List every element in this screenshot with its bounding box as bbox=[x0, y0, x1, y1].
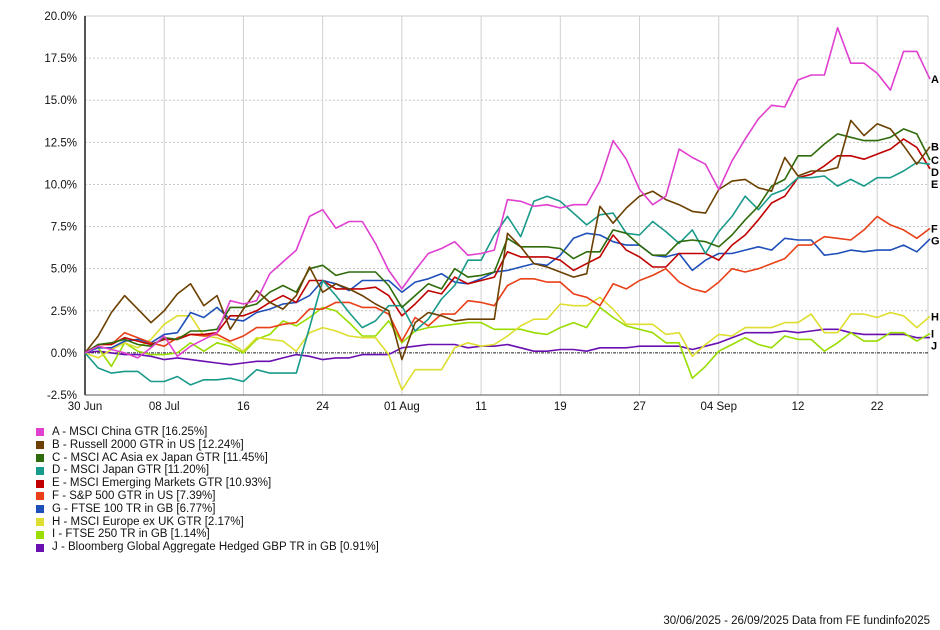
legend-item: H - MSCI Europe ex UK GTR [2.17%] bbox=[36, 516, 379, 529]
legend: A - MSCI China GTR [16.25%] B - Russell … bbox=[36, 426, 379, 554]
legend-swatch bbox=[36, 479, 44, 488]
legend-item: G - FTSE 100 TR in GB [6.77%] bbox=[36, 503, 379, 516]
series-line-i bbox=[84, 306, 931, 380]
y-tick-label: 5.0% bbox=[51, 264, 77, 276]
x-tick-label: 27 bbox=[633, 401, 646, 413]
series-line-a bbox=[84, 26, 931, 359]
legend-swatch bbox=[36, 505, 44, 514]
series-end-label: E bbox=[931, 179, 938, 191]
legend-label: E - MSCI Emerging Markets GTR [10.93%] bbox=[52, 477, 272, 490]
legend-label: C - MSCI AC Asia ex Japan GTR [11.45%] bbox=[52, 451, 268, 464]
series-end-label: A bbox=[931, 74, 939, 86]
x-tick-label: 30 Jun bbox=[68, 401, 103, 413]
series-end-label: D bbox=[931, 167, 939, 179]
legend-label: G - FTSE 100 TR in GB [6.77%] bbox=[52, 502, 216, 515]
series-end-label: G bbox=[931, 235, 940, 247]
y-tick-label: 17.5% bbox=[44, 53, 77, 65]
y-tick-label: 15.0% bbox=[44, 95, 77, 107]
legend-swatch bbox=[36, 517, 44, 526]
series-end-label: H bbox=[931, 311, 939, 323]
x-tick-label: 04 Sep bbox=[701, 401, 737, 413]
legend-label: B - Russell 2000 GTR in US [12.24%] bbox=[52, 438, 244, 451]
legend-item: F - S&P 500 GTR in US [7.39%] bbox=[36, 490, 379, 503]
legend-label: D - MSCI Japan GTR [11.20%] bbox=[52, 464, 210, 477]
series-end-label: J bbox=[931, 341, 937, 353]
y-tick-label: 20.0% bbox=[44, 11, 77, 23]
legend-label: I - FTSE 250 TR in GB [1.14%] bbox=[52, 528, 210, 541]
y-tick-label: -2.5% bbox=[47, 390, 77, 402]
legend-item: E - MSCI Emerging Markets GTR [10.93%] bbox=[36, 477, 379, 490]
y-tick-label: 2.5% bbox=[51, 306, 77, 318]
legend-item: B - Russell 2000 GTR in US [12.24%] bbox=[36, 439, 379, 452]
legend-swatch bbox=[36, 453, 44, 462]
series-line-e bbox=[84, 138, 931, 354]
legend-item: C - MSCI AC Asia ex Japan GTR [11.45%] bbox=[36, 452, 379, 465]
x-tick-label: 16 bbox=[237, 401, 250, 413]
y-tick-label: 10.0% bbox=[44, 179, 77, 191]
legend-swatch bbox=[36, 466, 44, 475]
x-tick-label: 08 Jul bbox=[149, 401, 180, 413]
legend-item: I - FTSE 250 TR in GB [1.14%] bbox=[36, 528, 379, 541]
legend-swatch bbox=[36, 543, 44, 552]
y-tick-label: 12.5% bbox=[44, 137, 77, 149]
series-line-d bbox=[84, 161, 931, 386]
x-tick-label: 19 bbox=[554, 401, 567, 413]
series-line-f bbox=[84, 215, 931, 354]
series-line-b bbox=[84, 119, 931, 361]
line-chart: 20.0% 17.5% 15.0% 12.5% 10.0% 7.5% 5.0% 2.5% 0.0… bbox=[44, 11, 940, 413]
legend-swatch bbox=[36, 428, 44, 437]
y-tick-label: 7.5% bbox=[51, 222, 77, 234]
legend-label: F - S&P 500 GTR in US [7.39%] bbox=[52, 489, 216, 502]
x-tick-label: 11 bbox=[475, 401, 487, 413]
x-tick-label: 22 bbox=[871, 401, 884, 413]
legend-item: J - Bloomberg Global Aggregate Hedged GB… bbox=[36, 541, 379, 554]
legend-label: J - Bloomberg Global Aggregate Hedged GB… bbox=[52, 541, 379, 554]
y-tick-label: 0.0% bbox=[51, 348, 77, 360]
legend-swatch bbox=[36, 492, 44, 501]
legend-item: D - MSCI Japan GTR [11.20%] bbox=[36, 464, 379, 477]
series-end-label: I bbox=[931, 329, 934, 341]
series-line-j bbox=[84, 328, 931, 366]
x-tick-label: 24 bbox=[316, 401, 329, 413]
legend-label: H - MSCI Europe ex UK GTR [2.17%] bbox=[52, 515, 244, 528]
series-end-label: B bbox=[931, 142, 939, 154]
series-line-h bbox=[84, 296, 931, 391]
x-tick-label: 12 bbox=[792, 401, 805, 413]
x-tick-label: 01 Aug bbox=[384, 401, 420, 413]
legend-item: A - MSCI China GTR [16.25%] bbox=[36, 426, 379, 439]
series-end-label: F bbox=[931, 223, 938, 235]
legend-swatch bbox=[36, 530, 44, 539]
series-end-label: C bbox=[931, 155, 939, 167]
legend-label: A - MSCI China GTR [16.25%] bbox=[52, 426, 208, 438]
date-range-source: 30/06/2025 - 26/09/2025 Data from FE fun… bbox=[663, 615, 930, 627]
legend-swatch bbox=[36, 441, 44, 450]
